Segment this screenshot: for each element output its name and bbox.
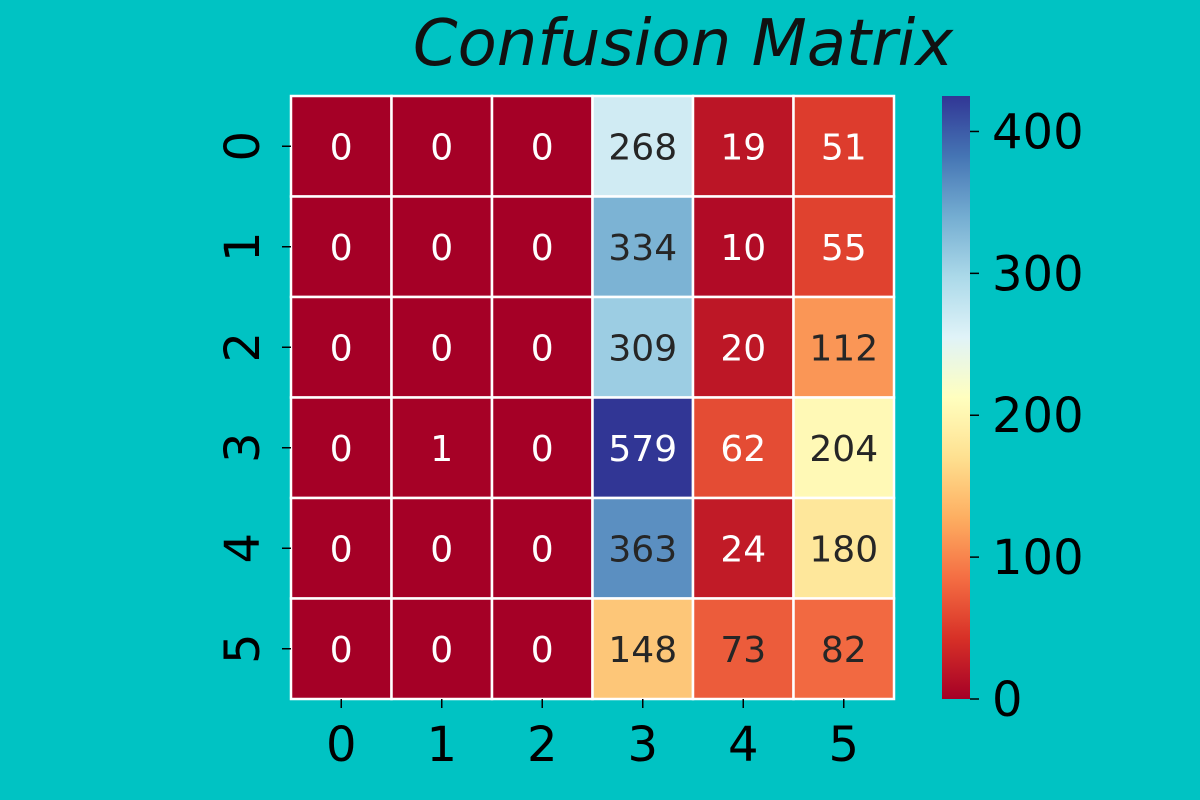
cell-value-label: 0	[531, 630, 554, 671]
cell-value-label: 0	[430, 529, 453, 570]
heatmap-cell	[390, 396, 494, 500]
colorbar-gradient	[942, 96, 970, 699]
heatmap-cell	[490, 396, 594, 500]
heatmap-cell	[390, 195, 494, 299]
cell-value-label: 62	[720, 429, 766, 470]
cell-value-label: 10	[720, 228, 766, 269]
colorbar-tick-label: 300	[992, 246, 1084, 302]
colorbar: 0 100 200 300 400	[942, 96, 1084, 728]
cell-value-label: 1	[430, 429, 453, 470]
x-tick-label: 1	[426, 717, 457, 773]
cell-value-label: 0	[531, 328, 554, 369]
heatmap-cell	[390, 295, 494, 399]
cell-value-label: 51	[821, 127, 867, 168]
heatmap-cell	[289, 597, 393, 701]
cell-value-label: 204	[809, 429, 878, 470]
x-tick-label: 0	[326, 717, 357, 773]
heatmap-cell	[792, 496, 896, 600]
heatmap-cell	[792, 295, 896, 399]
cell-value-label: 0	[531, 228, 554, 269]
y-tick-label: 0	[215, 131, 271, 162]
heatmap-cell	[691, 396, 795, 500]
cell-value-label: 268	[608, 127, 677, 168]
cell-value-label: 0	[330, 529, 353, 570]
cell-value-label: 0	[531, 429, 554, 470]
heatmap-cell	[792, 195, 896, 299]
heatmap-cell	[490, 496, 594, 600]
x-tick-label: 4	[728, 717, 759, 773]
colorbar-tick-label: 400	[992, 104, 1084, 160]
cell-value-label: 0	[430, 328, 453, 369]
y-tick-label: 5	[215, 633, 271, 664]
heatmap-cell	[591, 396, 695, 500]
cell-value-label: 579	[608, 429, 677, 470]
heatmap-cell	[792, 94, 896, 198]
y-tick-label: 2	[215, 332, 271, 363]
colorbar-tick-label: 100	[992, 530, 1084, 586]
cell-value-label: 73	[720, 630, 766, 671]
heatmap-cell	[792, 597, 896, 701]
heatmap-cell	[289, 396, 393, 500]
x-tick-label: 5	[828, 717, 859, 773]
cell-value-label: 19	[720, 127, 766, 168]
cell-value-label: 20	[720, 328, 766, 369]
cell-value-label: 0	[430, 228, 453, 269]
cell-value-label: 112	[809, 328, 878, 369]
cell-value-label: 0	[531, 127, 554, 168]
heatmap-cell	[792, 396, 896, 500]
colorbar-tick-label: 0	[992, 672, 1023, 728]
heatmap-cell	[691, 295, 795, 399]
colorbar-tick-label: 200	[992, 388, 1084, 444]
y-tick-label: 3	[215, 432, 271, 463]
y-tick-label: 1	[215, 231, 271, 262]
cell-value-label: 309	[608, 328, 677, 369]
cell-value-label: 82	[821, 630, 867, 671]
y-axis: 0 1 2 3 4 5	[215, 131, 291, 664]
cell-value-label: 180	[809, 529, 878, 570]
cell-value-label: 0	[330, 228, 353, 269]
x-tick-label: 2	[527, 717, 558, 773]
x-tick-label: 3	[627, 717, 658, 773]
cell-value-label: 0	[430, 127, 453, 168]
heatmap-cell	[591, 195, 695, 299]
cell-value-label: 0	[330, 630, 353, 671]
cell-value-label: 55	[821, 228, 867, 269]
cell-value-label: 0	[330, 328, 353, 369]
heatmap-cell	[691, 496, 795, 600]
cell-value-label: 24	[720, 529, 766, 570]
cell-value-label: 363	[608, 529, 677, 570]
chart-title: Confusion Matrix	[413, 7, 954, 81]
cell-value-label: 334	[608, 228, 677, 269]
y-tick-label: 4	[215, 533, 271, 564]
x-axis: 0 1 2 3 4 5	[326, 699, 859, 773]
heatmap-cell	[591, 295, 695, 399]
cell-value-label: 148	[608, 630, 677, 671]
heatmap-cell	[390, 94, 494, 198]
heatmap-cell	[591, 496, 695, 600]
cell-value-label: 0	[330, 429, 353, 470]
cell-value-label: 0	[330, 127, 353, 168]
cell-value-label: 0	[430, 630, 453, 671]
cell-value-label: 0	[531, 529, 554, 570]
